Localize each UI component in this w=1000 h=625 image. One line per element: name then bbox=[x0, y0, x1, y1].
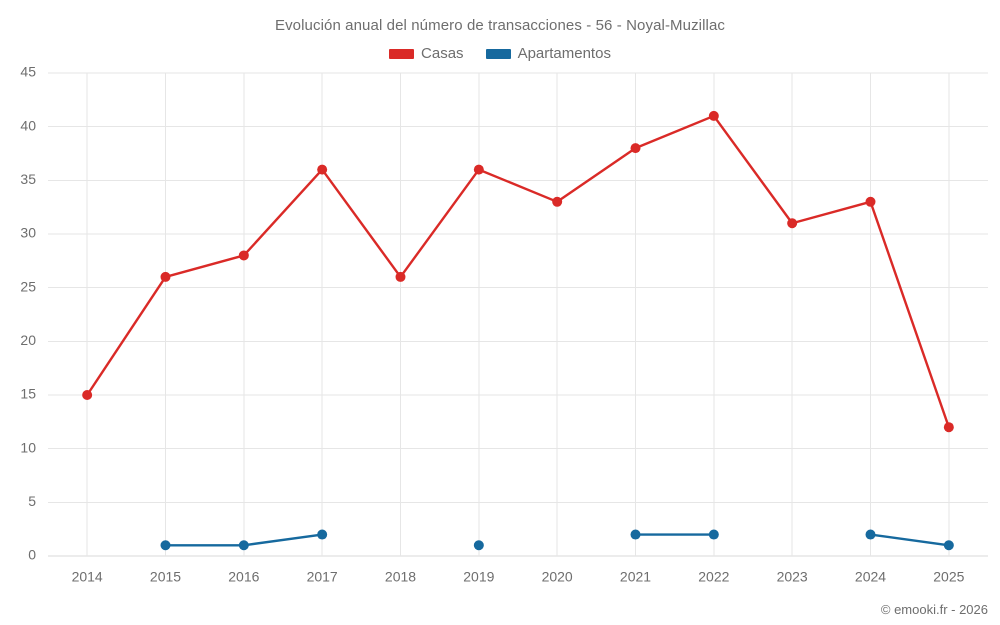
footer-credit: © emooki.fr - 2026 bbox=[880, 602, 988, 617]
y-tick-label: 10 bbox=[20, 439, 36, 455]
x-tick-label: 2025 bbox=[933, 568, 964, 584]
y-axis-tick-labels: 0 5 10 15 20 25 30 35 40 45 bbox=[20, 64, 36, 563]
legend-swatch-casas bbox=[389, 48, 415, 59]
x-tick-label: 2023 bbox=[777, 568, 808, 584]
data-point[interactable] bbox=[787, 218, 798, 229]
data-point[interactable] bbox=[865, 196, 876, 207]
legend-swatch-apartamentos bbox=[485, 48, 511, 59]
legend-label-casas: Casas bbox=[421, 45, 464, 62]
y-tick-label: 25 bbox=[20, 278, 36, 294]
data-point[interactable] bbox=[160, 540, 171, 551]
x-tick-label: 2014 bbox=[72, 568, 103, 584]
chart-legend: Casas Apartamentos bbox=[0, 45, 1000, 62]
data-point[interactable] bbox=[160, 271, 171, 282]
x-tick-label: 2019 bbox=[463, 568, 494, 584]
chart-title: Evolución anual del número de transaccio… bbox=[274, 17, 726, 34]
data-point[interactable] bbox=[552, 196, 563, 207]
data-point[interactable] bbox=[865, 529, 876, 540]
data-point[interactable] bbox=[238, 540, 249, 551]
data-point[interactable] bbox=[708, 110, 719, 121]
series-line-apartamentos bbox=[869, 533, 951, 547]
data-point[interactable] bbox=[238, 250, 249, 261]
y-tick-label: 30 bbox=[20, 225, 36, 241]
x-tick-label: 2017 bbox=[307, 568, 338, 584]
y-tick-label: 40 bbox=[20, 117, 36, 133]
legend-label-apartamentos: Apartamentos bbox=[517, 45, 611, 62]
x-tick-label: 2020 bbox=[542, 568, 573, 584]
data-point[interactable] bbox=[317, 529, 328, 540]
x-tick-label: 2021 bbox=[620, 568, 651, 584]
y-tick-label: 20 bbox=[20, 332, 36, 348]
y-tick-label: 35 bbox=[20, 171, 36, 187]
y-tick-label: 0 bbox=[28, 547, 36, 563]
y-tick-label: 5 bbox=[28, 493, 36, 509]
data-point[interactable] bbox=[473, 540, 484, 551]
legend-item-casas[interactable]: Casas bbox=[389, 45, 464, 62]
legend-item-apartamentos[interactable]: Apartamentos bbox=[485, 45, 611, 62]
data-point[interactable] bbox=[395, 271, 406, 282]
y-tick-label: 15 bbox=[20, 386, 36, 402]
data-point[interactable] bbox=[943, 540, 954, 551]
x-tick-label: 2024 bbox=[855, 568, 886, 584]
series-line-casas bbox=[85, 114, 951, 429]
data-series-layer bbox=[82, 110, 954, 551]
x-tick-label: 2022 bbox=[698, 568, 729, 584]
x-axis-tick-labels: 2014 2015 2016 2017 2018 2019 2020 2021 2022 2023… bbox=[72, 568, 965, 584]
data-point[interactable] bbox=[630, 143, 641, 154]
data-point[interactable] bbox=[630, 529, 641, 540]
data-point[interactable] bbox=[317, 164, 328, 175]
x-tick-label: 2018 bbox=[385, 568, 416, 584]
data-point[interactable] bbox=[473, 164, 484, 175]
data-point[interactable] bbox=[82, 390, 93, 400]
data-point[interactable] bbox=[943, 422, 954, 433]
y-tick-label: 45 bbox=[20, 64, 36, 80]
x-tick-label: 2015 bbox=[150, 568, 181, 584]
x-tick-label: 2016 bbox=[228, 568, 259, 584]
grid-layer bbox=[48, 72, 988, 557]
data-point[interactable] bbox=[708, 529, 719, 540]
